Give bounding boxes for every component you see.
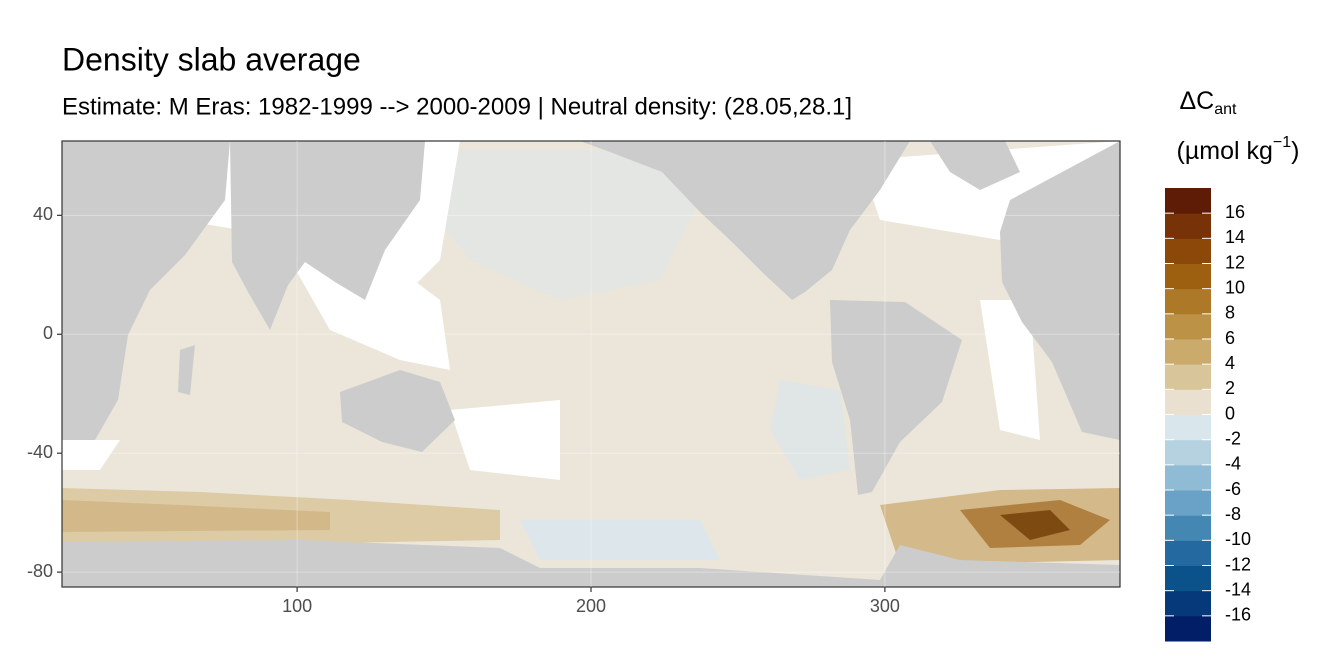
- ocean-patch: [430, 150, 700, 300]
- legend-swatch: [1165, 339, 1211, 365]
- legend-swatch: [1165, 515, 1211, 541]
- legend-label: -14: [1225, 579, 1251, 599]
- legend-label: -2: [1225, 428, 1241, 448]
- legend-swatch: [1165, 263, 1211, 290]
- legend-swatch: [1165, 364, 1211, 390]
- legend-label: 10: [1225, 277, 1245, 297]
- legend-swatch: [1165, 213, 1211, 239]
- y-tick-label: 40: [33, 204, 53, 224]
- legend-swatch: [1165, 389, 1211, 415]
- land: [1000, 141, 1120, 440]
- y-tick-label: 0: [43, 323, 53, 343]
- land: [580, 141, 910, 300]
- y-tick-label: -40: [27, 442, 53, 462]
- land: [830, 300, 962, 495]
- legend-label: 12: [1225, 252, 1245, 272]
- ocean-patch: [770, 380, 850, 480]
- legend-swatch: [1165, 238, 1211, 264]
- x-tick-label: 200: [576, 596, 606, 616]
- legend-swatch: [1165, 288, 1211, 315]
- legend-label: 14: [1225, 227, 1245, 247]
- legend-label: -10: [1225, 529, 1251, 549]
- legend-title-sub: ant: [1214, 101, 1237, 118]
- no-data: [62, 440, 120, 470]
- chart-title: Density slab average: [62, 41, 361, 77]
- ocean-patch: [520, 520, 720, 560]
- legend-label: 0: [1225, 403, 1235, 423]
- legend-label: -12: [1225, 554, 1251, 574]
- legend-label: 16: [1225, 202, 1245, 222]
- legend-swatch: [1165, 490, 1211, 516]
- map-layer: [62, 141, 1120, 587]
- legend-unit-sup: −1: [1273, 134, 1291, 151]
- ocean-band: [62, 500, 330, 532]
- no-data: [980, 300, 1040, 440]
- legend-swatch: [1165, 565, 1211, 592]
- legend-swatch: [1165, 439, 1211, 466]
- legend-swatch: [1165, 615, 1211, 642]
- legend-label: -8: [1225, 504, 1241, 524]
- land: [340, 370, 455, 452]
- legend-swatch: [1165, 414, 1211, 441]
- legend-label: -16: [1225, 605, 1251, 625]
- land: [62, 540, 1120, 587]
- x-tick-label: 300: [870, 596, 900, 616]
- legend-title-main: ΔC: [1179, 87, 1214, 115]
- land: [62, 141, 230, 440]
- legend-title: ΔCant: [1179, 87, 1237, 119]
- legend-swatch: [1165, 313, 1211, 340]
- legend-label: 2: [1225, 378, 1235, 398]
- no-data: [450, 400, 560, 480]
- land: [178, 345, 195, 395]
- legend-label: 6: [1225, 328, 1235, 348]
- legend-label: 4: [1225, 353, 1235, 373]
- legend-swatch: [1165, 188, 1211, 214]
- ocean-band: [1000, 510, 1070, 540]
- legend-label: -6: [1225, 479, 1241, 499]
- chart-subtitle: Estimate: M Eras: 1982-1999 --> 2000-200…: [62, 93, 852, 120]
- y-tick-label: -80: [27, 561, 53, 581]
- legend-unit-after: ): [1291, 137, 1299, 165]
- land: [930, 141, 1020, 190]
- legend-swatch: [1165, 464, 1211, 491]
- land: [230, 141, 425, 330]
- legend-unit-before: (µmol kg: [1177, 137, 1273, 165]
- legend-unit: (µmol kg−1): [1177, 134, 1300, 164]
- legend-swatch: [1165, 540, 1211, 566]
- legend-swatch: [1165, 590, 1211, 617]
- legend-label: 8: [1225, 303, 1235, 323]
- x-tick-label: 100: [282, 596, 312, 616]
- legend-label: -4: [1225, 454, 1241, 474]
- no-data: [380, 141, 460, 300]
